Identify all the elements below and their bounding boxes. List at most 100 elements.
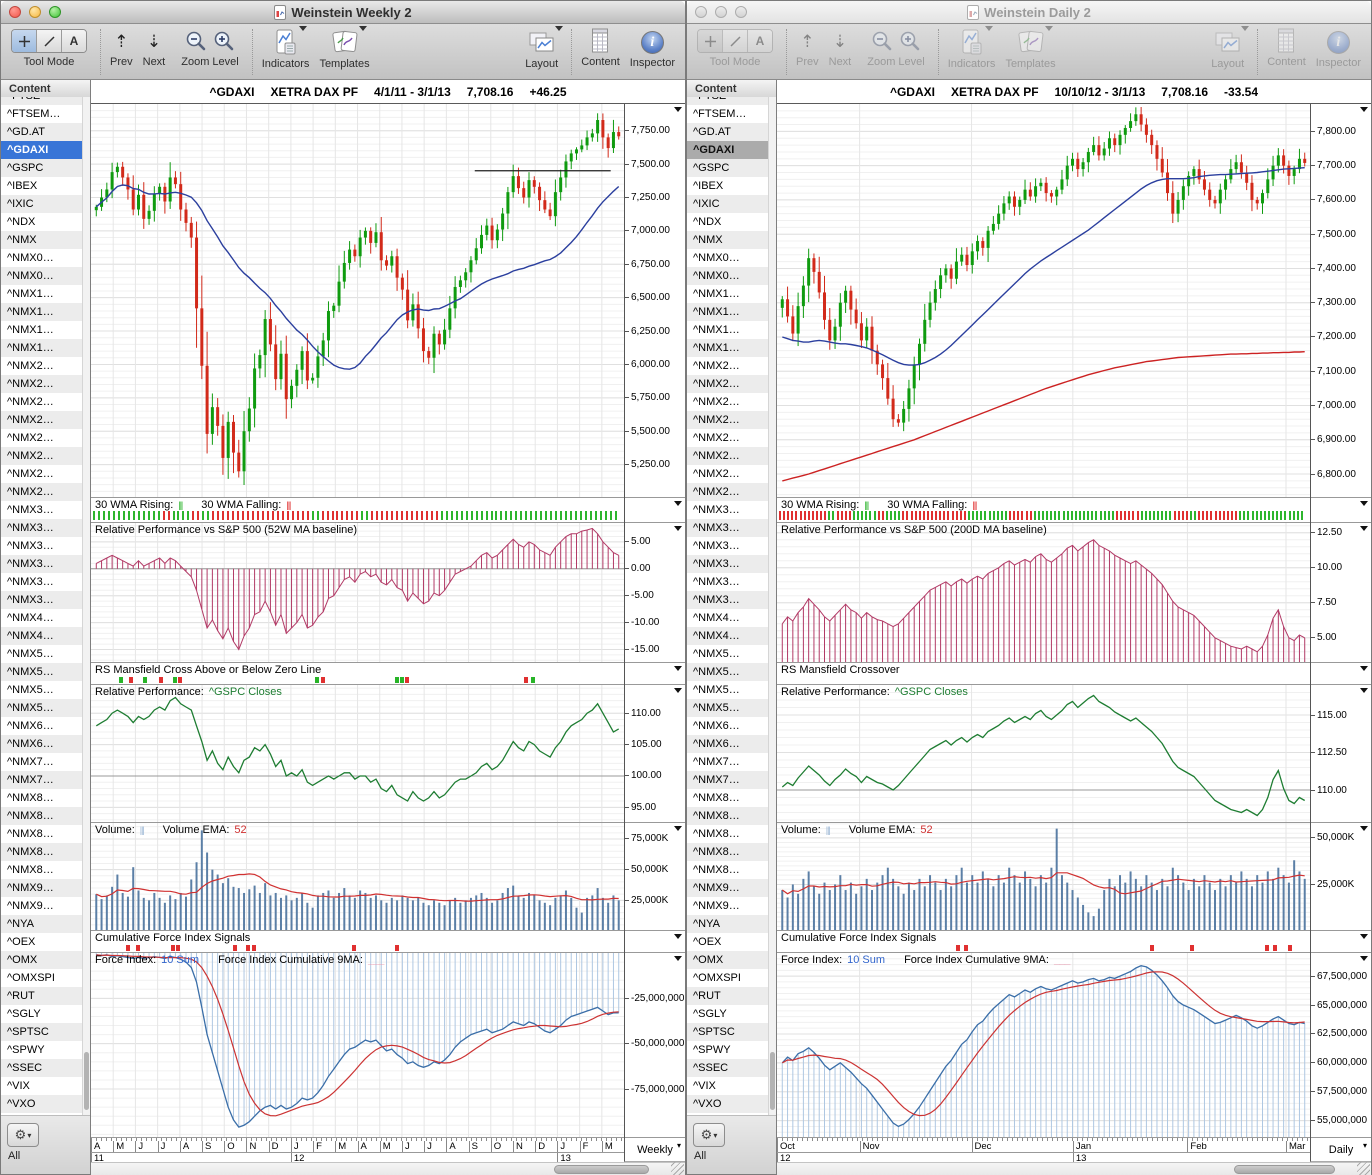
- sidebar-item[interactable]: ^NMX8…: [687, 843, 768, 861]
- sidebar-item[interactable]: ^NMX0…: [687, 267, 768, 285]
- sidebar-item[interactable]: ^SSEC: [687, 1059, 768, 1077]
- titlebar[interactable]: Weinstein Weekly 2: [1, 1, 685, 24]
- sidebar-item[interactable]: ^NMX6…: [687, 717, 768, 735]
- sidebar-item[interactable]: ^FTSEM…: [1, 105, 82, 123]
- titlebar[interactable]: Weinstein Daily 2: [687, 1, 1371, 24]
- zoom-in-icon[interactable]: [213, 29, 235, 53]
- close-button[interactable]: [9, 6, 21, 18]
- sidebar-item[interactable]: ^NMX3…: [687, 555, 768, 573]
- sidebar-item[interactable]: ^NMX2…: [1, 375, 82, 393]
- axis-options-dropdown-icon[interactable]: [674, 956, 682, 961]
- next-button[interactable]: ⇣: [146, 32, 162, 51]
- inspector-icon[interactable]: i: [640, 31, 664, 54]
- action-gear-button[interactable]: ⚙ ▾: [7, 1123, 39, 1147]
- axis-options-dropdown-icon[interactable]: [1360, 526, 1368, 531]
- sidebar-item[interactable]: ^NMX0…: [1, 267, 82, 285]
- sidebar-item[interactable]: ^NMX9…: [1, 897, 82, 915]
- sidebar-item[interactable]: ^NMX1…: [1, 339, 82, 357]
- sidebar-item[interactable]: ^NMX1…: [687, 285, 768, 303]
- sidebar-item[interactable]: ^OMXSPI: [1, 969, 82, 987]
- sidebar-item[interactable]: ^GD.AT: [1, 123, 82, 141]
- sidebar-item[interactable]: ^OMX: [687, 951, 768, 969]
- sidebar-item[interactable]: ^NMX2…: [1, 429, 82, 447]
- sidebar-item[interactable]: ^NMX3…: [1, 537, 82, 555]
- sidebar-scrollbar[interactable]: [768, 97, 776, 1116]
- sidebar-item[interactable]: ^NMX8…: [1, 861, 82, 879]
- line-tool-button[interactable]: [37, 30, 62, 52]
- sidebar-item[interactable]: ^OEX: [1, 933, 82, 951]
- minimize-button[interactable]: [29, 6, 41, 18]
- sidebar-item[interactable]: ^NMX4…: [687, 609, 768, 627]
- crosshair-tool-button[interactable]: [698, 30, 723, 52]
- axis-options-dropdown-icon[interactable]: [1360, 826, 1368, 831]
- sidebar-item[interactable]: ^SSEC: [1, 1059, 82, 1077]
- sidebar-item[interactable]: ^NMX2…: [687, 447, 768, 465]
- sidebar-item[interactable]: ^GSPC: [687, 159, 768, 177]
- sidebar-list[interactable]: ^FTSE^FTSEM…^GD.AT^GDAXI^GSPC^IBEX^IXIC^…: [687, 97, 768, 1116]
- layout-icon[interactable]: [529, 26, 563, 55]
- axis-options-dropdown-icon[interactable]: [674, 526, 682, 531]
- inspector-icon[interactable]: i: [1326, 31, 1350, 54]
- text-tool-button[interactable]: A: [62, 30, 86, 52]
- sidebar-item[interactable]: ^NMX6…: [1, 735, 82, 753]
- sidebar-item[interactable]: ^SPTSC: [687, 1023, 768, 1041]
- sidebar-item[interactable]: ^GDAXI: [1, 141, 82, 159]
- prev-button[interactable]: ⇡: [114, 32, 129, 51]
- plot-col[interactable]: 30 WMA Rising: ||| 30 WMA Falling: ||| Relat…: [777, 104, 1310, 1138]
- sidebar-item[interactable]: ^IBEX: [1, 177, 82, 195]
- sidebar-item[interactable]: ^NMX3…: [687, 537, 768, 555]
- axis-options-dropdown-icon[interactable]: [1360, 956, 1368, 961]
- sidebar-item[interactable]: ^NMX3…: [1, 501, 82, 519]
- sidebar-item[interactable]: ^NMX2…: [1, 357, 82, 375]
- sidebar-item[interactable]: ^NMX5…: [687, 645, 768, 663]
- indicators-icon[interactable]: [959, 26, 993, 55]
- axis-options-dropdown-icon[interactable]: [674, 934, 682, 939]
- sidebar-scroll-thumb[interactable]: [770, 1052, 775, 1110]
- sidebar-item[interactable]: ^IBEX: [687, 177, 768, 195]
- sidebar-item[interactable]: ^NMX8…: [687, 807, 768, 825]
- sidebar-item[interactable]: ^NMX1…: [1, 285, 82, 303]
- sidebar-item[interactable]: ^NMX4…: [1, 609, 82, 627]
- axis-options-dropdown-icon[interactable]: [1360, 666, 1368, 671]
- sidebar-item[interactable]: ^NMX3…: [687, 501, 768, 519]
- axis-options-dropdown-icon[interactable]: [1360, 107, 1368, 112]
- zoom-window-button[interactable]: [49, 6, 61, 18]
- sidebar-item[interactable]: ^OMXSPI: [687, 969, 768, 987]
- close-button[interactable]: [695, 6, 707, 18]
- sidebar-item[interactable]: ^NMX9…: [687, 897, 768, 915]
- sidebar-item[interactable]: ^NMX7…: [1, 753, 82, 771]
- sidebar-item[interactable]: ^NMX3…: [687, 591, 768, 609]
- sidebar-item[interactable]: ^NMX2…: [1, 447, 82, 465]
- plot-col[interactable]: 30 WMA Rising: ||| 30 WMA Falling: ||| Relat…: [91, 104, 624, 1138]
- horizontal-scrollbar[interactable]: [91, 1162, 685, 1175]
- sidebar-item[interactable]: ^NMX1…: [1, 321, 82, 339]
- sidebar-item[interactable]: ^VIX: [1, 1077, 82, 1095]
- sidebar-item[interactable]: ^OMX: [1, 951, 82, 969]
- sidebar-item[interactable]: ^NMX3…: [1, 555, 82, 573]
- sidebar-item[interactable]: ^NMX5…: [1, 663, 82, 681]
- sidebar-item[interactable]: ^SPTSC: [1, 1023, 82, 1041]
- sidebar-item[interactable]: ^NMX5…: [1, 699, 82, 717]
- sidebar-item[interactable]: ^NMX2…: [1, 393, 82, 411]
- sidebar-item[interactable]: ^NMX3…: [1, 573, 82, 591]
- sidebar-item[interactable]: ^SPWY: [687, 1041, 768, 1059]
- sidebar-item[interactable]: ^NMX8…: [1, 789, 82, 807]
- layout-icon[interactable]: [1215, 26, 1249, 55]
- horizontal-scroll-thumb[interactable]: [554, 1165, 650, 1174]
- sidebar-item[interactable]: ^FTSE: [687, 97, 768, 105]
- sidebar-item[interactable]: ^NMX5…: [687, 699, 768, 717]
- sidebar-item[interactable]: ^NMX2…: [687, 375, 768, 393]
- sidebar-item[interactable]: ^NMX9…: [1, 879, 82, 897]
- sidebar-item[interactable]: ^NMX2…: [687, 465, 768, 483]
- sidebar-item[interactable]: ^NDX: [1, 213, 82, 231]
- sidebar-item[interactable]: ^NMX8…: [1, 825, 82, 843]
- sidebar-item[interactable]: ^NMX8…: [687, 825, 768, 843]
- sidebar-item[interactable]: ^NMX4…: [1, 627, 82, 645]
- sidebar-item[interactable]: ^NMX2…: [1, 465, 82, 483]
- sidebar-item[interactable]: ^GD.AT: [687, 123, 768, 141]
- sidebar-list[interactable]: ^FTSE^FTSEM…^GD.AT^GDAXI^GSPC^IBEX^IXIC^…: [1, 97, 82, 1116]
- sidebar-header[interactable]: Content: [1, 80, 90, 98]
- sidebar-scroll-thumb[interactable]: [84, 1052, 89, 1110]
- horizontal-scrollbar[interactable]: [777, 1162, 1371, 1175]
- axis-col[interactable]: 7,750.00 7,500.00 7,250.00 7,000.00 6,750.00…: [624, 104, 685, 1138]
